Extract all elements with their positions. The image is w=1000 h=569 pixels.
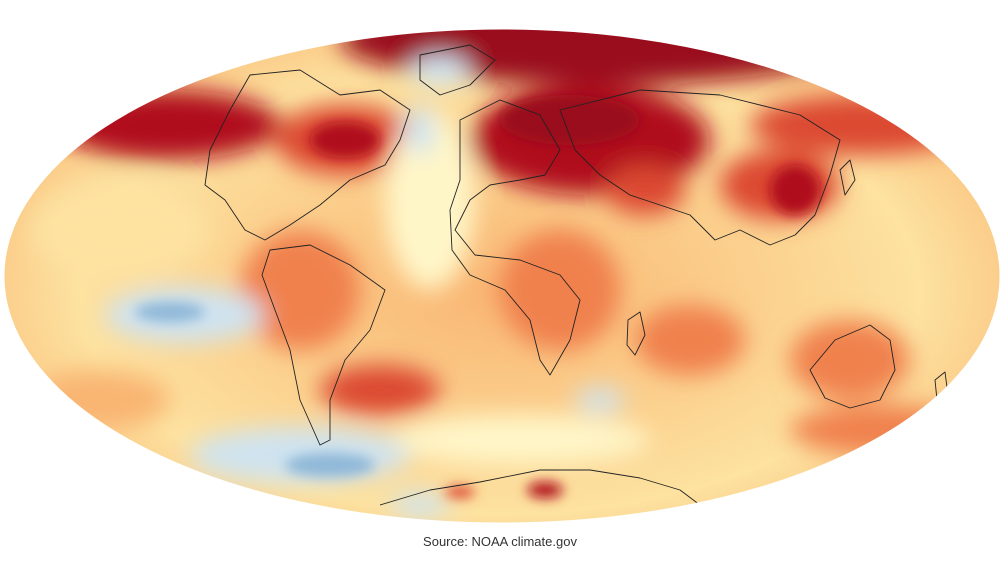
south-america-outline (261, 244, 386, 446)
alaska-hotspot (60, 90, 280, 160)
globe-border (3, 28, 1000, 524)
china-hotspot (770, 165, 820, 215)
map-canvas (3, 28, 1000, 524)
middle-east-hotspot (605, 165, 685, 215)
greenland-outline (419, 44, 496, 96)
antarctica-outline (379, 469, 701, 506)
southern-ocean-cool (190, 427, 410, 483)
antarctic-hotspot (527, 482, 563, 498)
southern-ocean-pale (390, 415, 650, 465)
north-atlantic-pale (385, 110, 475, 290)
asia-outline (559, 89, 841, 246)
anomaly-field (4, 29, 1000, 523)
antarctic-cool (390, 493, 450, 517)
australia-warm (790, 320, 910, 400)
anomaly-accents (135, 95, 820, 498)
south-indian-cool (575, 388, 625, 412)
africa-warm (500, 230, 620, 350)
south-america-warm (240, 230, 360, 350)
antarctic-warm (445, 486, 475, 498)
arctic-hotspot (340, 29, 860, 85)
world-temperature-anomaly-map (3, 28, 1000, 524)
north-atlantic-cool (405, 105, 435, 155)
australia-outline (809, 324, 896, 409)
canada-hotspot (310, 122, 380, 158)
north-america-outline (204, 69, 411, 241)
europe-africa-outline (449, 99, 581, 376)
southern-pacific-warm (790, 405, 970, 455)
russia-hotspot (500, 95, 640, 145)
japan-outline (839, 159, 856, 196)
south-atlantic-warm (320, 365, 440, 415)
source-caption: Source: NOAA climate.gov (423, 534, 577, 549)
greenland-cool (410, 55, 470, 85)
coastlines (204, 44, 949, 506)
indian-ocean-warm (635, 305, 745, 375)
east-pacific-cool-core (135, 302, 205, 322)
south-east-pacific-warm (30, 370, 170, 430)
madagascar-outline (626, 311, 646, 356)
southern-ocean-cool-core (285, 453, 375, 477)
north-pacific-pale (30, 180, 210, 280)
